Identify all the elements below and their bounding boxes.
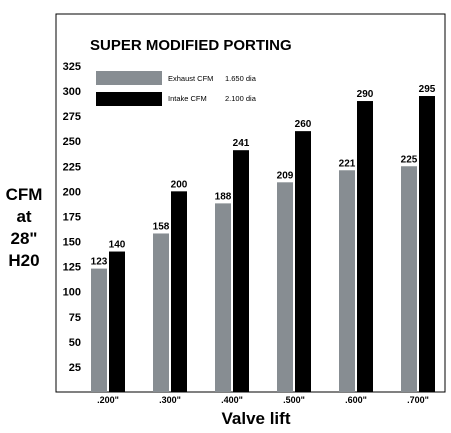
y-tick-label: 125 (63, 262, 81, 274)
bar-value-label: 260 (295, 119, 312, 130)
bar-intake (171, 191, 187, 392)
y-axis-label-line: H20 (8, 251, 39, 270)
x-axis-label: Valve lift (222, 409, 291, 428)
bar-value-label: 209 (277, 170, 294, 181)
y-tick-label: 300 (63, 86, 81, 98)
legend-note-exhaust: 1.650 dia (225, 74, 257, 83)
bar-intake (419, 96, 435, 393)
bar-exhaust (401, 166, 417, 392)
bar-exhaust (277, 182, 293, 392)
bar-intake (295, 131, 311, 392)
y-tick-label: 250 (63, 136, 81, 148)
y-axis-label-line: CFM (6, 185, 43, 204)
bar-value-label: 140 (109, 240, 126, 251)
bar-value-label: 123 (91, 257, 108, 268)
bar-value-label: 295 (419, 84, 436, 95)
bar-value-label: 225 (401, 154, 418, 165)
bar-intake (357, 101, 373, 393)
x-tick-label: .500" (283, 395, 305, 405)
bar-intake (109, 251, 125, 392)
y-axis-label: CFM at 28" H20 (6, 185, 43, 270)
y-tick-label: 150 (63, 237, 81, 249)
y-tick-label: 100 (63, 287, 81, 299)
y-tick-label: 25 (69, 362, 81, 374)
x-tick-label: .400" (221, 395, 243, 405)
y-tick-label: 75 (69, 312, 81, 324)
legend-swatch-intake (96, 92, 162, 106)
bar-value-label: 241 (233, 138, 250, 149)
y-axis-label-line: at (16, 207, 31, 226)
y-tick-label: 325 (63, 61, 81, 73)
bar-value-label: 290 (357, 89, 374, 100)
y-axis-label-line: 28" (11, 229, 38, 248)
bar-value-label: 188 (215, 191, 232, 202)
legend-swatch-exhaust (96, 71, 162, 85)
y-axis-ticks: 25 50 75 100 125 150 175 200 225 250 275 300 325 (63, 61, 81, 374)
x-axis-ticks: .200" .300" .400" .500" .600" .700" (97, 395, 429, 405)
y-tick-label: 275 (63, 111, 81, 123)
x-tick-label: .700" (407, 395, 429, 405)
bar-value-label: 200 (171, 179, 188, 190)
y-tick-label: 200 (63, 186, 81, 198)
legend-label-exhaust: Exhaust CFM (168, 74, 213, 83)
y-tick-label: 50 (69, 337, 81, 349)
bar-intake (233, 150, 249, 392)
y-tick-label: 175 (63, 211, 81, 223)
legend-label-intake: Intake CFM (168, 94, 207, 103)
chart-title: SUPER MODIFIED PORTING (90, 37, 292, 54)
bar-exhaust (91, 268, 107, 392)
legend-note-intake: 2.100 dia (225, 94, 257, 103)
x-tick-label: .300" (159, 395, 181, 405)
y-tick-label: 225 (63, 161, 81, 173)
bar-value-label: 221 (339, 158, 356, 169)
bar-value-label: 158 (153, 221, 170, 232)
bar-exhaust (153, 233, 169, 392)
x-tick-label: .600" (345, 395, 367, 405)
bar-exhaust (339, 170, 355, 392)
bars (91, 96, 435, 393)
bar-exhaust (215, 203, 231, 392)
legend: Exhaust CFM 1.650 dia Intake CFM 2.100 d… (96, 71, 257, 106)
x-tick-label: .200" (97, 395, 119, 405)
